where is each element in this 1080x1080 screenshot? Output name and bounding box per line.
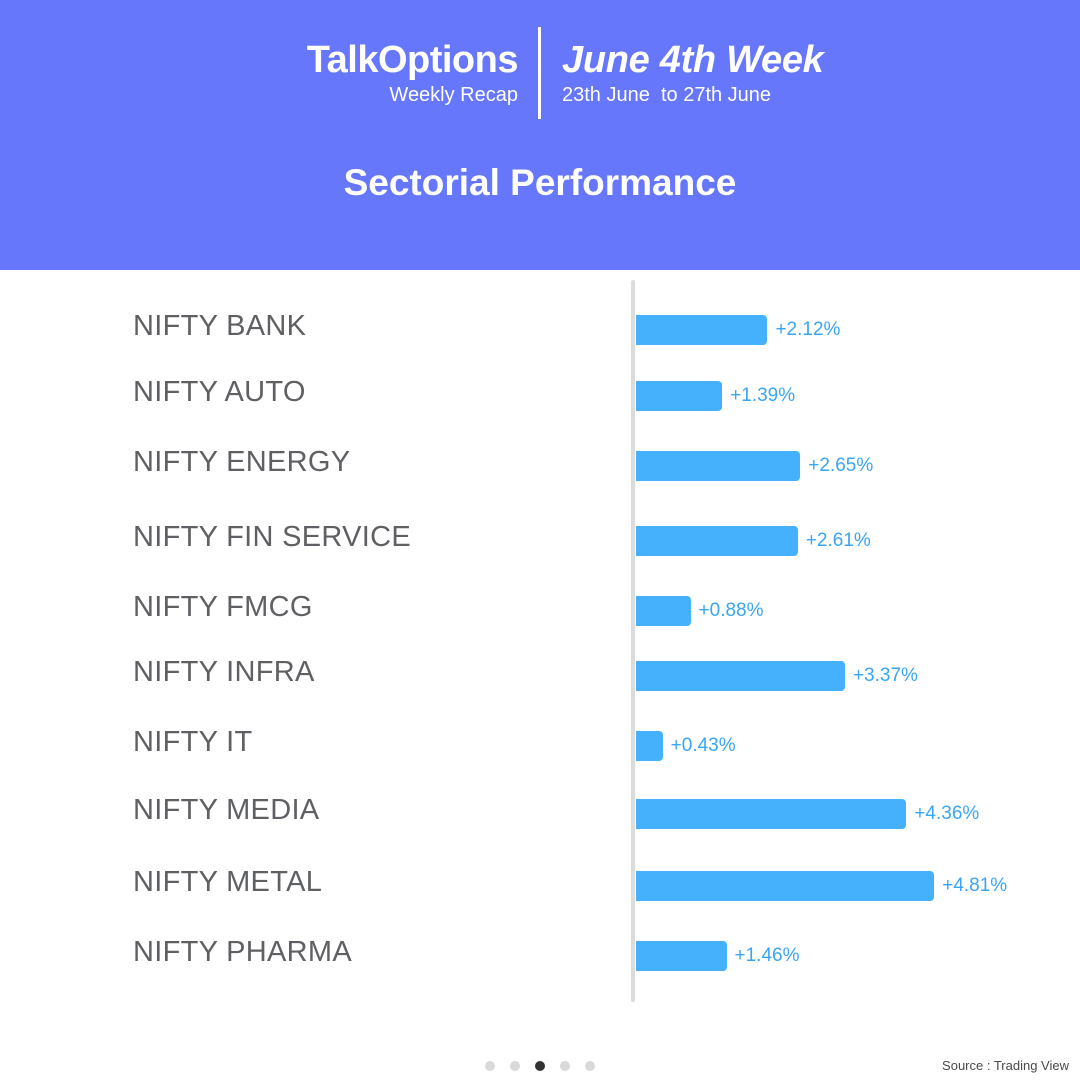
pagination-dot[interactable] xyxy=(585,1061,595,1071)
category-label: NIFTY MEDIA xyxy=(133,794,320,826)
bar xyxy=(636,871,935,901)
brand-subtitle: Weekly Recap xyxy=(389,84,518,106)
bar xyxy=(636,451,801,481)
value-label: +4.81% xyxy=(942,875,1008,896)
bar xyxy=(636,381,723,411)
category-label: NIFTY IT xyxy=(133,726,253,758)
value-label: +2.12% xyxy=(775,319,841,340)
bar xyxy=(636,731,663,761)
pagination-dot[interactable] xyxy=(560,1061,570,1071)
value-label: +0.43% xyxy=(670,735,736,756)
week-range: 23th June to 27th June xyxy=(562,84,772,106)
value-label: +1.39% xyxy=(730,385,796,406)
category-label: NIFTY METAL xyxy=(133,866,323,898)
bar xyxy=(636,661,845,691)
bar xyxy=(636,799,907,829)
sector-bar-chart: NIFTY BANK +2.12% NIFTY AUTO +1.39% NIFTY EN… xyxy=(0,270,1080,1010)
bar xyxy=(636,596,691,626)
brand-name: TalkOptions xyxy=(306,39,519,81)
section-title: Sectorial Performance xyxy=(343,162,737,203)
value-label: +0.88% xyxy=(698,600,764,621)
week-title: June 4th Week xyxy=(562,39,824,81)
pagination-dot[interactable] xyxy=(535,1061,545,1071)
pagination-dots[interactable] xyxy=(485,1061,595,1071)
category-label: NIFTY FMCG xyxy=(133,591,313,623)
category-label: NIFTY BANK xyxy=(133,310,307,342)
pagination-dot[interactable] xyxy=(510,1061,520,1071)
bar xyxy=(636,315,768,345)
value-label: +3.37% xyxy=(852,665,918,686)
source-note: Source : Trading View xyxy=(942,1058,1069,1073)
category-label: NIFTY INFRA xyxy=(133,656,315,688)
category-label: NIFTY FIN SERVICE xyxy=(133,521,411,553)
value-label: +1.46% xyxy=(734,945,800,966)
chart-axis-line xyxy=(631,280,635,1002)
pagination-dot[interactable] xyxy=(485,1061,495,1071)
category-label: NIFTY AUTO xyxy=(133,376,306,408)
category-label: NIFTY PHARMA xyxy=(133,936,352,968)
category-label: NIFTY ENERGY xyxy=(133,446,351,478)
value-label: +2.61% xyxy=(805,530,871,551)
bar xyxy=(636,941,727,971)
bar xyxy=(636,526,798,556)
brand-block: TalkOptions Weekly Recap xyxy=(306,38,519,108)
header-divider xyxy=(538,27,541,119)
week-block: June 4th Week 23th June to 27th June xyxy=(562,38,824,108)
value-label: +4.36% xyxy=(914,803,980,824)
header-banner: TalkOptions Weekly Recap June 4th Week 2… xyxy=(0,0,1080,270)
value-label: +2.65% xyxy=(808,455,874,476)
